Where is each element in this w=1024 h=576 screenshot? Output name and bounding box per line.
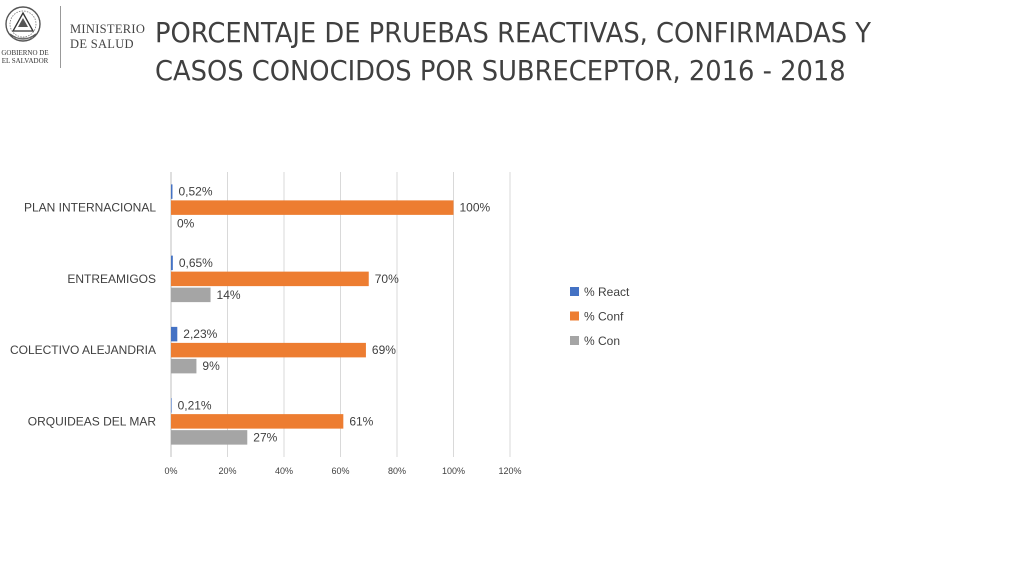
- el-salvador-coat-of-arms-icon: [5, 6, 41, 42]
- ministry-logo: GOBIERNO DE EL SALVADOR MINISTERIO DE SA…: [0, 0, 150, 80]
- data-label-conf-entreamigos: 70%: [375, 272, 399, 286]
- slide-title-line-2: CASOS CONOCIDOS POR SUBRECEPTOR, 2016 - …: [155, 54, 846, 87]
- data-label-con-orquideas-del-mar: 27%: [253, 430, 277, 444]
- category-label-orquideas-del-mar: ORQUIDEAS DEL MAR: [28, 414, 157, 428]
- ministry-line-2: DE SALUD: [70, 37, 134, 51]
- legend-swatch-con: [570, 336, 579, 345]
- x-tick-label: 40%: [275, 466, 293, 476]
- legend-swatch-conf: [570, 311, 579, 321]
- bar-con-entreamigos: [171, 287, 211, 303]
- slide-title-line-1: PORCENTAJE DE PRUEBAS REACTIVAS, CONFIRM…: [155, 16, 872, 49]
- category-label-entreamigos: ENTREAMIGOS: [67, 272, 156, 286]
- bar-conf-colectivo-alejandria: [171, 342, 366, 358]
- bar-react-entreamigos: [171, 255, 173, 271]
- x-tick-label: 20%: [218, 466, 236, 476]
- legend-label-react: % React: [584, 285, 630, 299]
- bar-react-orquideas-del-mar: [171, 398, 172, 413]
- data-label-conf-plan-internacional: 100%: [460, 201, 491, 215]
- legend-swatch-react: [570, 287, 579, 296]
- category-label-plan-internacional: PLAN INTERNACIONAL: [24, 201, 156, 215]
- bar-conf-orquideas-del-mar: [171, 414, 344, 429]
- slide-header: GOBIERNO DE EL SALVADOR MINISTERIO DE SA…: [0, 0, 1024, 110]
- x-tick-label: 60%: [331, 466, 349, 476]
- data-label-react-plan-internacional: 0,52%: [178, 185, 212, 199]
- bar-react-colectivo-alejandria: [171, 326, 178, 342]
- data-label-react-entreamigos: 0,65%: [179, 256, 213, 270]
- category-label-colectivo-alejandria: COLECTIVO ALEJANDRIA: [10, 343, 156, 357]
- data-label-con-plan-internacional: 0%: [177, 217, 195, 231]
- data-label-conf-orquideas-del-mar: 61%: [349, 414, 373, 428]
- legend-label-con: % Con: [584, 334, 620, 348]
- data-label-con-colectivo-alejandria: 9%: [202, 359, 220, 373]
- data-label-conf-colectivo-alejandria: 69%: [372, 343, 396, 357]
- bar-react-plan-internacional: [171, 184, 173, 199]
- ministry-line-1: MINISTERIO: [70, 22, 146, 36]
- data-label-con-entreamigos: 14%: [217, 288, 241, 302]
- x-tick-label: 80%: [388, 466, 406, 476]
- logo-divider: [60, 6, 61, 68]
- bar-con-orquideas-del-mar: [171, 430, 248, 445]
- data-label-react-colectivo-alejandria: 2,23%: [183, 327, 217, 341]
- x-tick-label: 0%: [164, 466, 177, 476]
- seal-line-1: GOBIERNO DE: [1, 49, 49, 57]
- bar-chart: 0% 20% 40% 60% 80% 100% 120% PLAN INTERNACIONAL…: [10, 172, 630, 476]
- data-label-react-orquideas-del-mar: 0,21%: [178, 398, 212, 412]
- ministry-name: MINISTERIO DE SALUD: [70, 22, 150, 52]
- x-tick-label: 100%: [442, 466, 465, 476]
- seal-caption: GOBIERNO DE EL SALVADOR: [0, 49, 50, 65]
- bar-con-colectivo-alejandria: [171, 358, 197, 374]
- bar-conf-entreamigos: [171, 271, 369, 287]
- x-tick-label: 120%: [498, 466, 521, 476]
- legend-label-conf: % Conf: [584, 310, 624, 324]
- bar-conf-plan-internacional: [171, 200, 454, 215]
- seal-line-2: EL SALVADOR: [1, 57, 49, 65]
- slide-title: PORCENTAJE DE PRUEBAS REACTIVAS, CONFIRM…: [155, 14, 951, 90]
